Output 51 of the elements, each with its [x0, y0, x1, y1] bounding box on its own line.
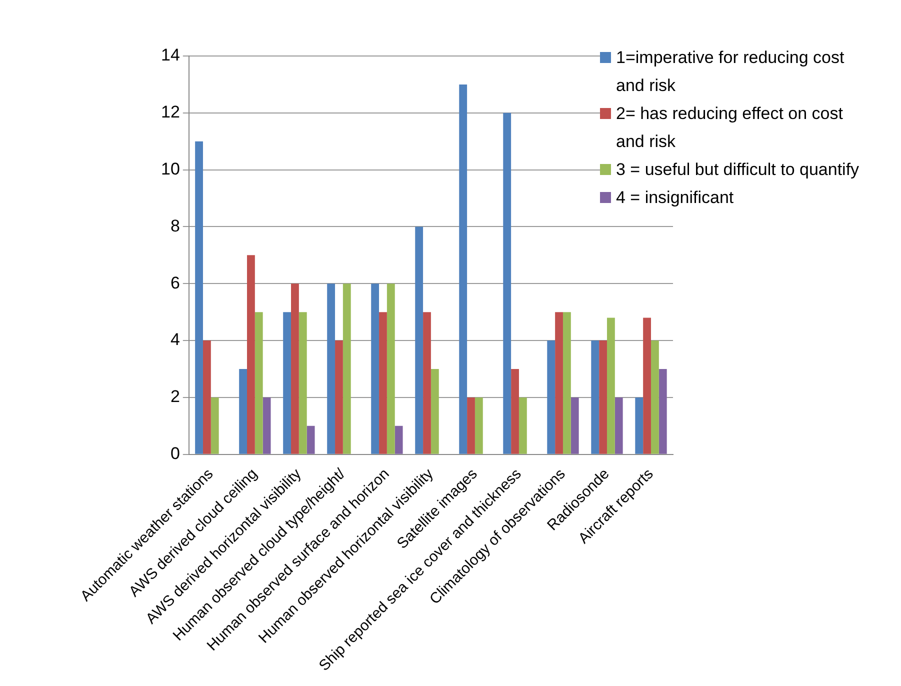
- bar: [335, 340, 343, 454]
- bar: [210, 397, 219, 454]
- bar: [195, 141, 203, 454]
- bar: [394, 426, 403, 454]
- bar: [650, 340, 659, 454]
- y-tick-label: 8: [170, 216, 180, 236]
- bar: [254, 312, 263, 454]
- bar: [371, 284, 380, 454]
- bar: [547, 340, 556, 454]
- y-tick-label: 2: [170, 387, 180, 406]
- bar: [202, 340, 211, 454]
- bar: [511, 368, 519, 454]
- bar: [291, 284, 299, 454]
- bar: [635, 397, 644, 454]
- y-tick-label: 6: [170, 273, 180, 292]
- bar: [555, 312, 563, 454]
- bar: [386, 284, 395, 454]
- legend-label: 3 = useful but difficult to quantify: [616, 159, 860, 181]
- legend-label: 4 = insignificant: [616, 187, 734, 209]
- y-tick-label: 10: [160, 160, 180, 178]
- bar: [298, 312, 307, 454]
- bar: [643, 318, 651, 454]
- legend-label: 2= has reducing effect on cost and risk: [616, 103, 844, 153]
- bar: [283, 312, 292, 454]
- bar: [306, 426, 315, 454]
- bar: [379, 312, 387, 454]
- bar: [658, 368, 667, 454]
- bar: [518, 397, 527, 454]
- bar: [474, 397, 483, 454]
- bar: [415, 226, 424, 454]
- bar: [562, 312, 571, 454]
- bar: [599, 340, 607, 454]
- bar: [430, 368, 439, 454]
- bar: [467, 397, 475, 454]
- bar: [239, 368, 247, 454]
- bar: [503, 112, 512, 454]
- bar: [570, 397, 579, 454]
- legend-label: 1=imperative for reducing cost and risk: [616, 47, 846, 97]
- bar: [614, 397, 623, 454]
- y-tick-label: 14: [160, 46, 180, 65]
- bar: [423, 312, 431, 454]
- bar: [591, 340, 600, 454]
- y-tick-label: 0: [170, 444, 180, 464]
- bar: [262, 397, 271, 454]
- bar: [247, 255, 255, 454]
- y-tick-label: 12: [160, 102, 180, 122]
- bar: [327, 284, 336, 454]
- y-tick-label: 4: [170, 330, 180, 350]
- bar: [459, 84, 468, 454]
- bar: [606, 318, 615, 454]
- bar: [342, 284, 351, 454]
